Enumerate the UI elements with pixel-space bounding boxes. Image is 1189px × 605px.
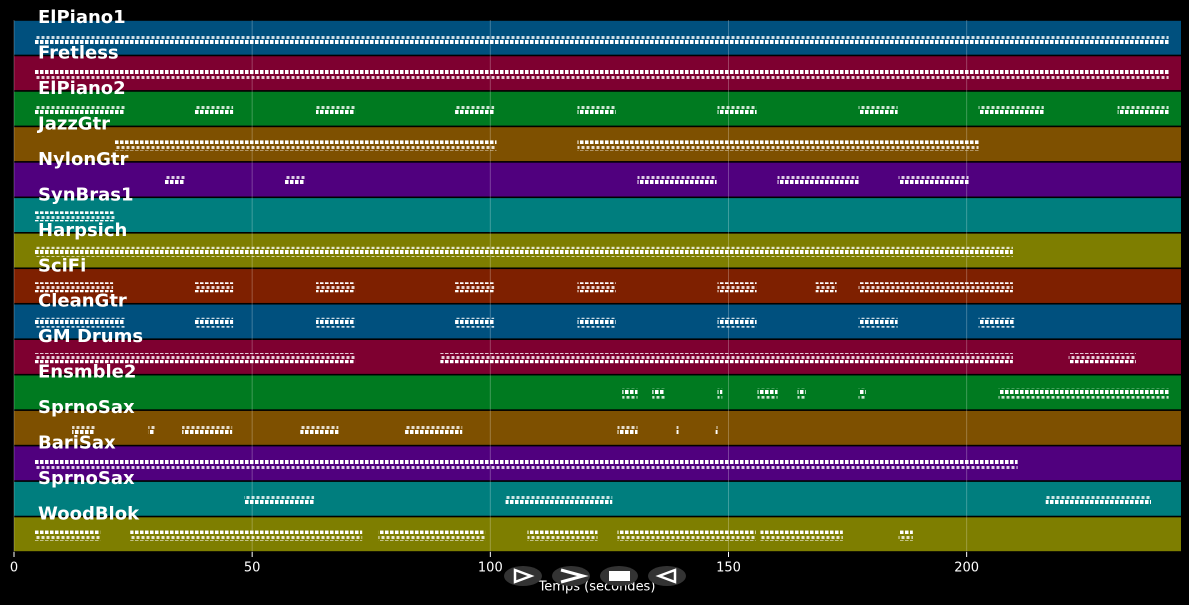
note-segment: [577, 104, 616, 115]
note-segment: [617, 424, 638, 435]
note-segments: [34, 34, 1169, 541]
note-segment: [1068, 353, 1136, 364]
note-segment: [898, 175, 969, 186]
note-segment: [577, 282, 616, 293]
note-segment: [797, 388, 806, 399]
note-segment: [898, 530, 913, 541]
note-segment: [72, 424, 95, 435]
track-label: BariSax: [38, 433, 116, 454]
note-segment: [34, 69, 1169, 80]
track-label: ElPiano2: [38, 78, 126, 99]
note-segment: [978, 317, 1015, 328]
x-tick-label: 200: [954, 561, 979, 576]
note-segment: [315, 104, 356, 115]
track-label: SciFi: [38, 255, 86, 276]
track-label: SprnoSax: [38, 397, 135, 418]
note-segment: [34, 211, 115, 222]
note-segment: [34, 34, 1169, 44]
track-label: WoodBlok: [38, 504, 140, 525]
note-segment: [858, 282, 1013, 293]
note-segment: [527, 530, 598, 541]
play-button[interactable]: [504, 566, 542, 586]
note-segment: [717, 317, 757, 328]
note-segment: [577, 317, 616, 328]
note-segment: [114, 140, 497, 151]
note-segment: [715, 424, 718, 435]
note-segment: [285, 175, 306, 186]
note-segment: [777, 175, 859, 186]
track-row: [14, 198, 1181, 232]
note-segment: [622, 388, 638, 399]
note-segment: [757, 388, 778, 399]
note-segment: [505, 495, 613, 506]
back-button[interactable]: [648, 566, 686, 586]
note-segment: [676, 424, 679, 435]
x-tick-label: 0: [10, 561, 18, 576]
note-segment: [455, 104, 495, 115]
note-segment: [455, 317, 495, 328]
track-label: ElPiano1: [38, 7, 126, 28]
note-segment: [652, 388, 665, 399]
x-tick-label: 150: [716, 561, 741, 576]
x-tick-label: 50: [244, 561, 261, 576]
stop-button[interactable]: [600, 566, 638, 586]
note-segment: [717, 282, 757, 293]
note-segment: [34, 530, 101, 541]
note-segment: [34, 246, 1013, 257]
track-label: Ensmble2: [38, 362, 136, 383]
note-segment: [182, 424, 233, 435]
note-segment: [195, 317, 234, 328]
track-label: Fretless: [38, 42, 119, 63]
note-segment: [148, 424, 155, 435]
note-segment: [998, 388, 1169, 399]
note-segment: [315, 317, 356, 328]
note-segment: [978, 104, 1044, 115]
forward-button[interactable]: [552, 566, 590, 586]
note-segment: [815, 282, 837, 293]
note-segment: [440, 353, 1013, 364]
x-axis: 0 50 100 150 200: [10, 552, 979, 576]
track-label: Harpsich: [38, 220, 127, 241]
note-segment: [637, 175, 717, 186]
note-segment: [858, 388, 866, 399]
track-label: CleanGtr: [38, 291, 127, 312]
note-segment: [378, 530, 486, 541]
track-label: GM Drums: [38, 326, 143, 347]
playback-controls: [504, 566, 686, 586]
x-axis-label: Temps (secondes): [538, 580, 656, 595]
track-row: [14, 375, 1181, 410]
track-label: SynBras1: [38, 184, 134, 205]
note-segment: [195, 104, 234, 115]
track-labels: ElPiano1 Fretless ElPiano2 JazzGtr NylonGtr S…: [36, 7, 143, 525]
note-segment: [34, 282, 114, 293]
note-segment: [195, 282, 234, 293]
note-segment: [164, 175, 186, 186]
note-segment: [858, 104, 898, 115]
note-segment: [760, 530, 843, 541]
note-segment: [617, 530, 756, 541]
note-segment: [577, 140, 979, 151]
note-segment: [455, 282, 495, 293]
track-row: [14, 162, 1181, 197]
note-segment: [34, 104, 125, 115]
note-segment: [34, 459, 1018, 470]
note-segment: [300, 424, 339, 435]
note-segment: [1117, 104, 1169, 115]
note-segment: [858, 317, 898, 328]
note-segment: [34, 353, 356, 364]
note-segment: [244, 495, 315, 506]
note-segment: [405, 424, 463, 435]
track-label: JazzGtr: [36, 113, 110, 134]
note-segment: [1045, 495, 1151, 506]
x-tick-label: 100: [478, 561, 503, 576]
note-segment: [315, 282, 356, 293]
note-segment: [34, 317, 125, 328]
note-segment: [717, 388, 723, 399]
note-segment: [130, 530, 363, 541]
track-label: NylonGtr: [38, 149, 129, 170]
note-segment: [717, 104, 757, 115]
track-label: SprnoSax: [38, 468, 135, 489]
